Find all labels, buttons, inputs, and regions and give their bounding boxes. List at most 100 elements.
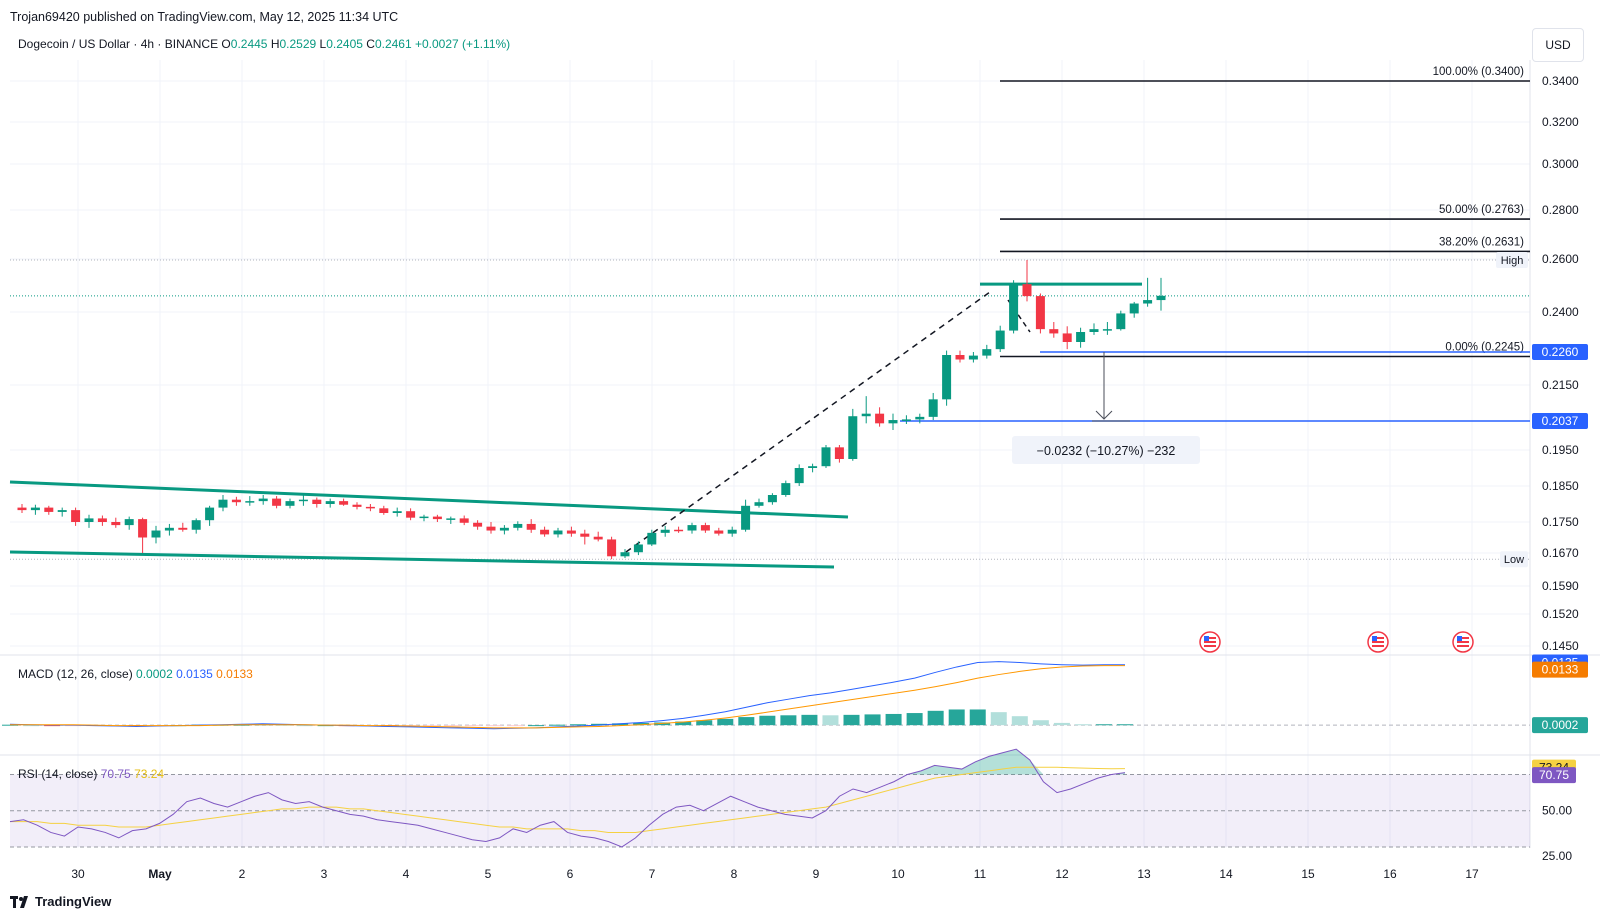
macd-line-value: 0.0135 <box>176 667 213 681</box>
candle-body <box>901 419 911 421</box>
event-flag-stripe <box>1204 637 1216 639</box>
currency-button[interactable]: USD <box>1532 28 1584 62</box>
time-tick-label: 5 <box>485 867 492 881</box>
event-flag-icon <box>1452 631 1474 653</box>
change-value: +0.0027 (+1.11%) <box>414 37 511 51</box>
low-tag-box <box>1500 551 1528 568</box>
event-flag-stripe <box>1204 641 1216 643</box>
event-flag-icon <box>1199 631 1221 653</box>
candle-body <box>767 495 777 503</box>
macd-histogram-bar <box>780 715 797 726</box>
candle-body <box>245 501 255 503</box>
candle-body <box>781 483 791 495</box>
candle-body <box>164 527 174 531</box>
candle-body <box>1076 332 1086 342</box>
rsi-tag-box <box>1532 767 1576 784</box>
tradingview-logo-icon <box>10 895 28 908</box>
macd-histogram-bar <box>1074 724 1091 726</box>
candle-body <box>1129 303 1139 314</box>
tradingview-logo[interactable]: TradingView <box>10 894 111 909</box>
low-label: L <box>319 37 327 51</box>
macd-tag-box <box>1532 717 1588 734</box>
event-flag-canton <box>1372 636 1377 641</box>
event-flag-stripe <box>1372 645 1384 647</box>
rsi-ma-line <box>10 766 1126 833</box>
tradingview-brand: TradingView <box>35 894 112 909</box>
candle-body <box>607 539 617 557</box>
price-tick-label: 0.2400 <box>1542 305 1579 319</box>
close-label: C <box>366 37 375 51</box>
candle-body <box>191 520 201 530</box>
macd-histogram-bar <box>422 725 439 727</box>
macd-histogram-bar <box>990 712 1007 726</box>
high-value: 0.2529 <box>279 37 317 51</box>
candle-body <box>446 518 456 520</box>
time-tick-label: 17 <box>1465 867 1479 881</box>
event-flag-stripe <box>1457 645 1469 647</box>
candle-body <box>1062 333 1072 342</box>
candle-body <box>138 519 148 538</box>
candle-body <box>647 532 657 545</box>
price-tick-label: 0.2600 <box>1542 252 1579 266</box>
event-flag-stripe <box>1204 645 1216 647</box>
candle-body <box>700 525 710 531</box>
macd-legend: MACD (12, 26, close) 0.0002 0.0135 0.013… <box>18 667 253 681</box>
candle-body <box>406 511 416 518</box>
macd-histogram-bar <box>885 713 902 726</box>
channel-upper-line <box>9 480 849 519</box>
time-tick-label: 12 <box>1055 867 1069 881</box>
candle-body <box>714 530 724 534</box>
channel-lower-line <box>9 550 835 569</box>
price-tick-label: 0.3400 <box>1542 74 1579 88</box>
candle-body <box>513 523 523 528</box>
candle-body <box>312 499 322 504</box>
pullback-dashed-line <box>1007 299 1031 333</box>
macd-histogram-bar <box>1032 720 1049 726</box>
candle-body <box>231 499 241 503</box>
fib-level-label: 100.00% (0.3400) <box>1433 66 1525 78</box>
candle-body <box>111 522 121 526</box>
macd-histogram-bar <box>296 725 313 727</box>
fib-level-label: 0.00% (0.2245) <box>1445 342 1524 354</box>
macd-signal-value: 0.0133 <box>216 667 253 681</box>
candle-body <box>915 416 925 420</box>
macd-histogram-bar <box>633 722 650 726</box>
macd-histogram-bar <box>443 725 460 727</box>
candle-body <box>499 527 509 531</box>
measure-label: −0.0232 (−10.27%) −232 <box>1037 444 1176 458</box>
time-tick-label: May <box>148 867 172 881</box>
low-value: 0.2405 <box>326 37 363 51</box>
rsi-legend: RSI (14, close) 70.75 73.24 <box>18 767 164 781</box>
candle-body <box>459 518 469 523</box>
macd-histogram-bar <box>969 709 986 726</box>
high-label: H <box>270 37 280 51</box>
macd-tag: 0.0002 <box>1542 718 1579 732</box>
candle-body <box>298 499 308 502</box>
candle-body <box>352 504 362 507</box>
macd-histogram-bar <box>570 724 587 726</box>
price-tick-label: 0.1450 <box>1542 639 1579 653</box>
candle-body <box>272 498 282 506</box>
macd-histogram-bar <box>44 725 61 727</box>
candle-body <box>1116 313 1126 330</box>
open-value: 0.2445 <box>230 37 268 51</box>
event-flag-stripe <box>1372 637 1384 639</box>
macd-histogram-bar <box>1117 724 1133 726</box>
rsi-tick-label: 50.00 <box>1542 804 1572 818</box>
candle-body <box>379 508 389 513</box>
candle-body <box>888 420 898 424</box>
candle-body <box>285 501 295 506</box>
candle-body <box>995 330 1005 350</box>
price-tick-label: 0.1950 <box>1542 443 1579 457</box>
symbol-legend: Dogecoin / US Dollar · 4h · BINANCE O0.2… <box>18 37 510 51</box>
candle-body <box>97 518 107 522</box>
event-flag-canton <box>1457 636 1462 641</box>
event-flag-stripe <box>1372 641 1384 643</box>
time-tick-label: 3 <box>321 867 328 881</box>
high-tag: High <box>1501 255 1524 267</box>
candle-body <box>955 355 965 360</box>
event-flag-icon <box>1367 631 1389 653</box>
candle-body <box>633 544 643 553</box>
rsi-label: RSI (14, close) <box>18 767 98 781</box>
